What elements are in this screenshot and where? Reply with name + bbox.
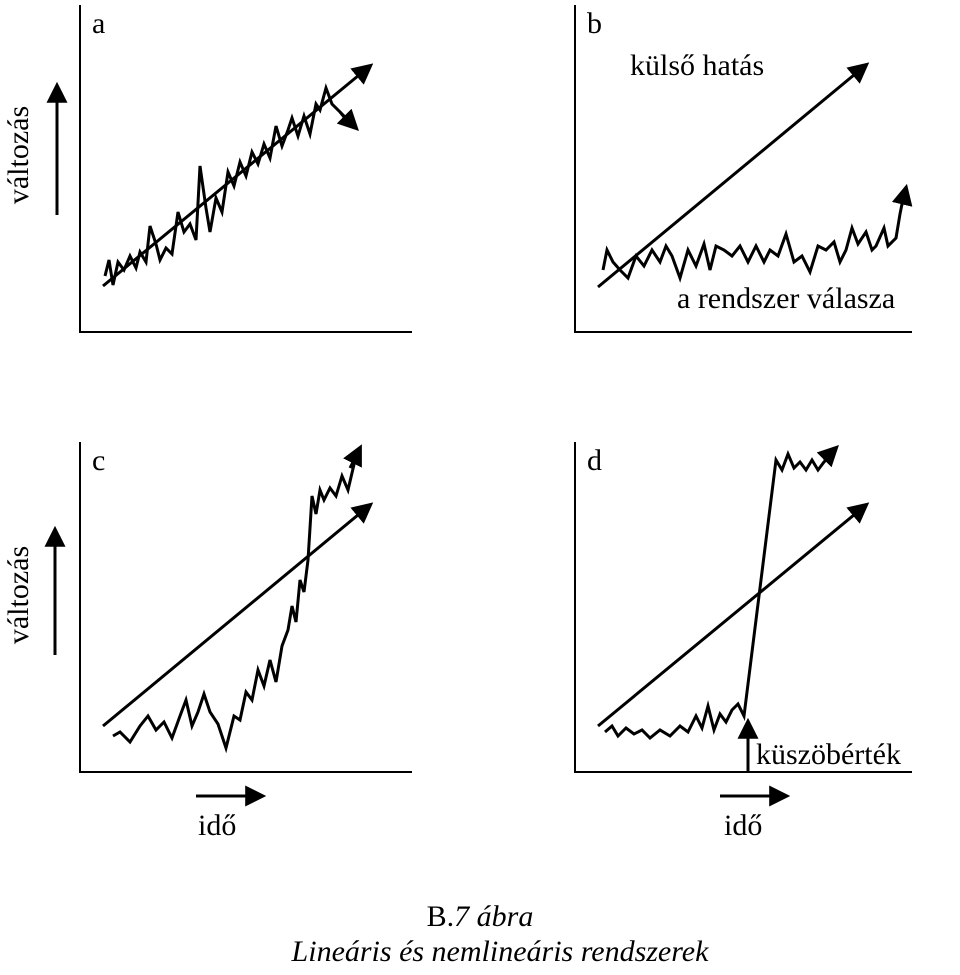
panel-a-response-line	[103, 83, 350, 286]
panel-a-axes	[79, 5, 412, 333]
panel-a-label: a	[92, 7, 105, 40]
panel-d-trend-arrow	[597, 502, 870, 728]
panel-b-external-effect-label: külső hatás	[630, 49, 764, 82]
panel-c-response-line	[112, 455, 358, 754]
panel-c-y-label: változás	[2, 546, 35, 644]
panel-d-response-arrow	[816, 445, 839, 468]
panel-c-trend-arrow	[102, 502, 374, 728]
figure-diagram: a változás b külső hatás a rendszer vála…	[2, 5, 913, 842]
panel-a-response-arrow	[336, 108, 359, 131]
panel-b-label: b	[587, 7, 602, 40]
panel-c-x-label: idő	[198, 809, 236, 842]
panel-c-label: c	[92, 444, 105, 477]
figure-title: Lineáris és nemlineáris rendszerek	[291, 935, 709, 968]
panel-d-x-label: idő	[724, 809, 762, 842]
panel-a: a változás	[2, 5, 412, 333]
panel-b: b külső hatás a rendszer válasza	[574, 5, 913, 333]
panel-d-label: d	[587, 444, 602, 477]
figure-number: B.7 ábra	[0, 900, 960, 934]
panel-c-axes	[79, 442, 412, 773]
panel-c-response-arrow	[343, 444, 362, 469]
figure-number-rest: 7 ábra	[454, 900, 534, 933]
panel-b-external-effect-arrow	[597, 62, 870, 289]
panel-d: d küszöbérték idő	[574, 442, 912, 842]
panel-d-axes	[574, 442, 912, 773]
panel-b-system-response-label: a rendszer válasza	[677, 282, 895, 315]
panel-b-system-response-line	[601, 193, 906, 283]
panel-b-system-response-arrow	[891, 183, 913, 207]
panel-d-threshold-label: küszöbérték	[756, 738, 901, 771]
panel-b-axes	[574, 5, 912, 333]
figure-number-prefix: B.	[426, 900, 455, 933]
panel-c: c változás idő	[2, 442, 412, 842]
panel-d-response-line	[604, 449, 832, 741]
panel-a-y-label: változás	[2, 106, 35, 204]
